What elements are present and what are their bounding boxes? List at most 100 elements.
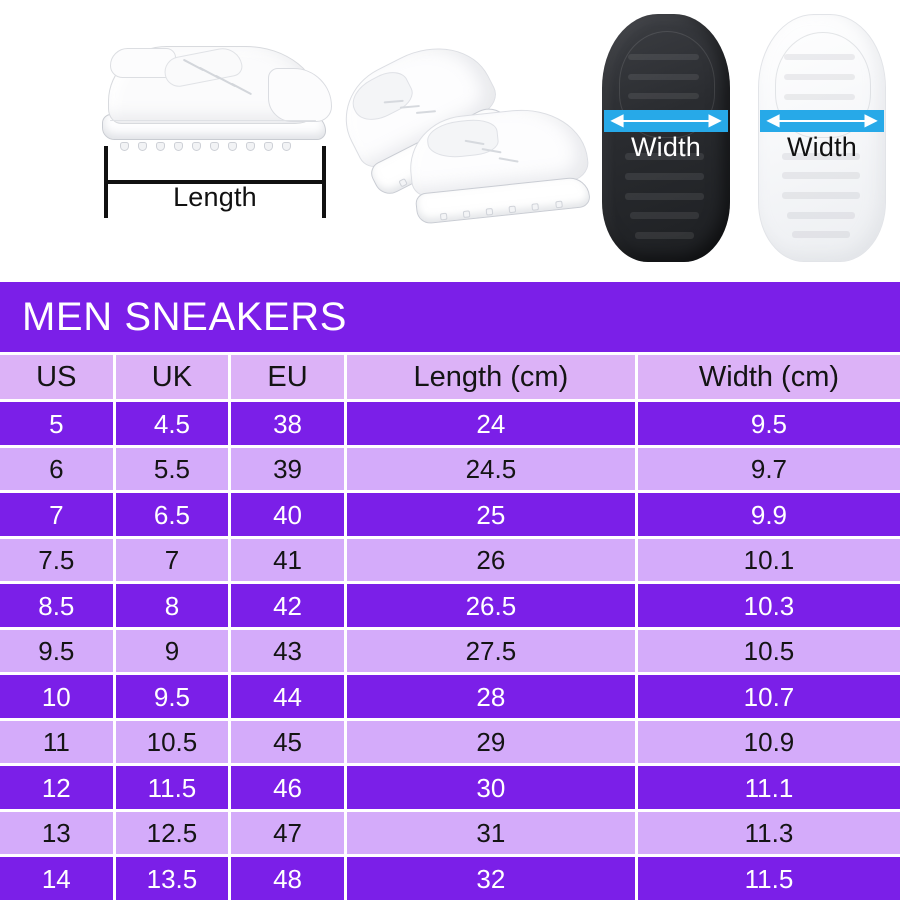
sole-pair-group: ◀ ▶ ◀ ▶ Width Width [596,14,896,266]
cell-uk: 4.5 [115,402,229,445]
cell-uk: 11.5 [115,766,229,809]
tread-block [627,53,700,60]
tread-block [192,142,201,151]
size-chart-table: MEN SNEAKERS US UK EU Length (cm) Width … [0,282,900,900]
column-header-length: Length (cm) [346,355,635,400]
tread-block [554,200,563,209]
tread-block [439,212,448,221]
tread-block [174,142,183,151]
cell-length: 27.5 [346,629,635,673]
cell-length: 29 [346,720,635,764]
length-label: Length [173,182,257,212]
tread-block [784,93,855,100]
tread-block [264,142,273,151]
tread-block [228,142,237,151]
width-arrow-band-light: ◀ ▶ [760,110,884,132]
arrow-line [617,120,715,122]
side-view-panel: Length [72,0,364,282]
tread-block [627,93,700,100]
tread-block [781,192,860,200]
table-row: 10 9.5 44 28 10.7 [0,675,900,718]
cell-length: 24.5 [346,447,635,491]
cell-us: 8.5 [0,584,113,627]
length-measure-bracket: Length [104,146,326,218]
tread-block [625,192,705,200]
tread-block [138,142,147,151]
chart-title: MEN SNEAKERS [0,282,900,352]
tread-block [625,172,705,180]
cell-uk: 7 [115,538,229,582]
cell-width: 11.3 [637,811,900,855]
tread-block [781,152,860,160]
cell-us: 10 [0,675,113,718]
sneaker-pair-angled-icon [327,20,594,238]
width-arrow-band-dark: ◀ ▶ [604,110,728,132]
cell-uk: 6.5 [115,493,229,536]
column-header-eu: EU [231,355,344,400]
cell-uk: 10.5 [115,720,229,764]
tread-block [485,207,494,216]
cell-us: 12 [0,766,113,809]
table-header-row: US UK EU Length (cm) Width (cm) [0,355,900,400]
table-row: 12 11.5 46 30 11.1 [0,766,900,809]
cell-us: 14 [0,857,113,900]
bracket-bar [104,180,326,184]
cell-us: 7.5 [0,538,113,582]
cell-width: 11.1 [637,766,900,809]
cell-width: 10.7 [637,675,900,718]
cell-width: 11.5 [637,857,900,900]
shoe-sole-light-icon [758,14,886,262]
cell-length: 32 [346,857,635,900]
cell-uk: 13.5 [115,857,229,900]
cell-length: 25 [346,493,635,536]
pair-view-panel [327,0,594,282]
cell-width: 9.9 [637,493,900,536]
tread-block [210,142,219,151]
cell-eu: 43 [231,629,344,673]
sole-midline [110,120,316,122]
cell-length: 26 [346,538,635,582]
table-row: 13 12.5 47 31 11.3 [0,811,900,855]
tread-block [627,73,700,80]
tread-block [786,211,855,219]
table-row: 6 5.5 39 24.5 9.7 [0,447,900,491]
tread-block [784,74,855,81]
table-row: 7.5 7 41 26 10.1 [0,538,900,582]
table-row: 11 10.5 45 29 10.9 [0,720,900,764]
sneaker-side-view-icon [98,42,336,154]
cell-uk: 12.5 [115,811,229,855]
table-row: 14 13.5 48 32 11.5 [0,857,900,900]
illustration-strip: Length [0,0,900,282]
width-label-dark: Width [630,132,702,162]
table-row: 7 6.5 40 25 9.9 [0,493,900,536]
column-header-us: US [0,355,113,400]
cell-eu: 44 [231,675,344,718]
cell-us: 5 [0,402,113,445]
cell-us: 6 [0,447,113,491]
tread-block [531,203,540,211]
cell-length: 31 [346,811,635,855]
cell-width: 10.5 [637,629,900,673]
tread-block [781,172,860,180]
cell-width: 9.7 [637,447,900,491]
cell-eu: 41 [231,538,344,582]
sole-views-panel: ◀ ▶ ◀ ▶ Width Width [596,0,896,282]
cell-us: 7 [0,493,113,536]
cell-width: 10.9 [637,720,900,764]
table-row: 9.5 9 43 27.5 10.5 [0,629,900,673]
cell-us: 13 [0,811,113,855]
tread-block [120,142,129,151]
cell-eu: 47 [231,811,344,855]
cell-uk: 8 [115,584,229,627]
tread-block [635,232,695,240]
sneaker-front-shape [405,102,593,225]
cell-length: 24 [346,402,635,445]
tread-block [625,152,705,160]
table-grid: US UK EU Length (cm) Width (cm) 5 4.5 38… [0,355,900,900]
column-header-uk: UK [115,355,229,400]
table-row: 5 4.5 38 24 9.5 [0,402,900,445]
cell-eu: 48 [231,857,344,900]
cell-eu: 42 [231,584,344,627]
cell-width: 10.1 [637,538,900,582]
tread-block [791,231,850,239]
